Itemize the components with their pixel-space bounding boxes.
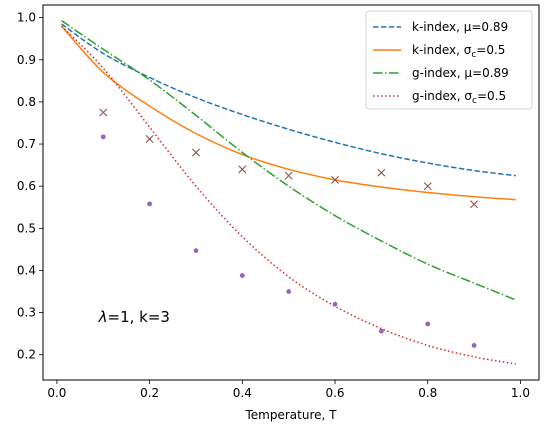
x-marker (191, 148, 200, 157)
y-axis-ticks: 0.2 0.3 0.4 0.5 0.6 0.7 0.8 0.9 1.0 (17, 11, 43, 362)
x-marker (238, 165, 247, 174)
x-tick-label: 0.8 (418, 386, 437, 400)
dot-marker (193, 248, 199, 254)
x-marker (284, 171, 293, 180)
legend-label: k-index, σc=0.5 (412, 43, 505, 60)
dot-marker (100, 134, 106, 140)
y-tick-label: 0.6 (17, 179, 36, 193)
y-tick-label: 0.2 (17, 348, 36, 362)
x-marker (99, 108, 108, 117)
x-tick-label: 0.2 (140, 386, 159, 400)
dot-marker (332, 301, 338, 307)
x-marker (470, 200, 479, 209)
y-tick-label: 0.8 (17, 95, 36, 109)
series-line-1 (61, 23, 516, 177)
x-axis-ticks: 0.0 0.2 0.4 0.6 0.8 1.0 (47, 380, 530, 400)
dot-marker (471, 343, 477, 348)
x-marker (145, 134, 154, 143)
dot-marker (239, 273, 245, 278)
annotation-rest: =1, k=3 (108, 308, 170, 326)
x-tick-label: 0.6 (325, 386, 344, 400)
x-tick-label: 1.0 (511, 386, 530, 400)
x-tick-label: 0.4 (233, 386, 252, 400)
legend-entry: k-index, μ=0.89 (373, 20, 508, 34)
y-tick-label: 0.7 (17, 137, 36, 151)
y-tick-label: 0.4 (17, 263, 36, 277)
y-tick-label: 0.9 (17, 53, 36, 67)
x-tick-label: 0.0 (47, 386, 66, 400)
annotation-lambda: λ (98, 308, 108, 326)
axes-frame (42, 4, 540, 381)
legend-box (365, 10, 533, 110)
dot-marker (425, 321, 431, 327)
x-marker (377, 168, 386, 177)
y-tick-label: 0.3 (17, 306, 36, 320)
legend-entry: k-index, σc=0.5 (373, 43, 505, 60)
plot-markers (99, 108, 479, 348)
legend-label: g-index, μ=0.89 (412, 66, 509, 80)
legend: k-index, μ=0.89 k-index, σc=0.5 g-index, μ… (365, 10, 533, 110)
annotation-text: λ=1, k=3 (98, 308, 170, 326)
y-tick-label: 1.0 (17, 11, 36, 25)
legend-entry: g-index, σc=0.5 (373, 89, 506, 106)
x-marker (331, 175, 340, 184)
legend-label: k-index, μ=0.89 (412, 20, 508, 34)
dot-marker (147, 201, 153, 207)
x-axis-label: Temperature, T (245, 408, 338, 422)
y-tick-label: 0.5 (17, 221, 36, 235)
x-marker (423, 182, 432, 191)
dot-marker (286, 289, 292, 294)
legend-label: g-index, σc=0.5 (412, 89, 506, 106)
plot-lines (60, 19, 517, 365)
series-line-2 (60, 25, 516, 201)
dot-marker (378, 328, 384, 334)
legend-entry: g-index, μ=0.89 (373, 66, 509, 80)
